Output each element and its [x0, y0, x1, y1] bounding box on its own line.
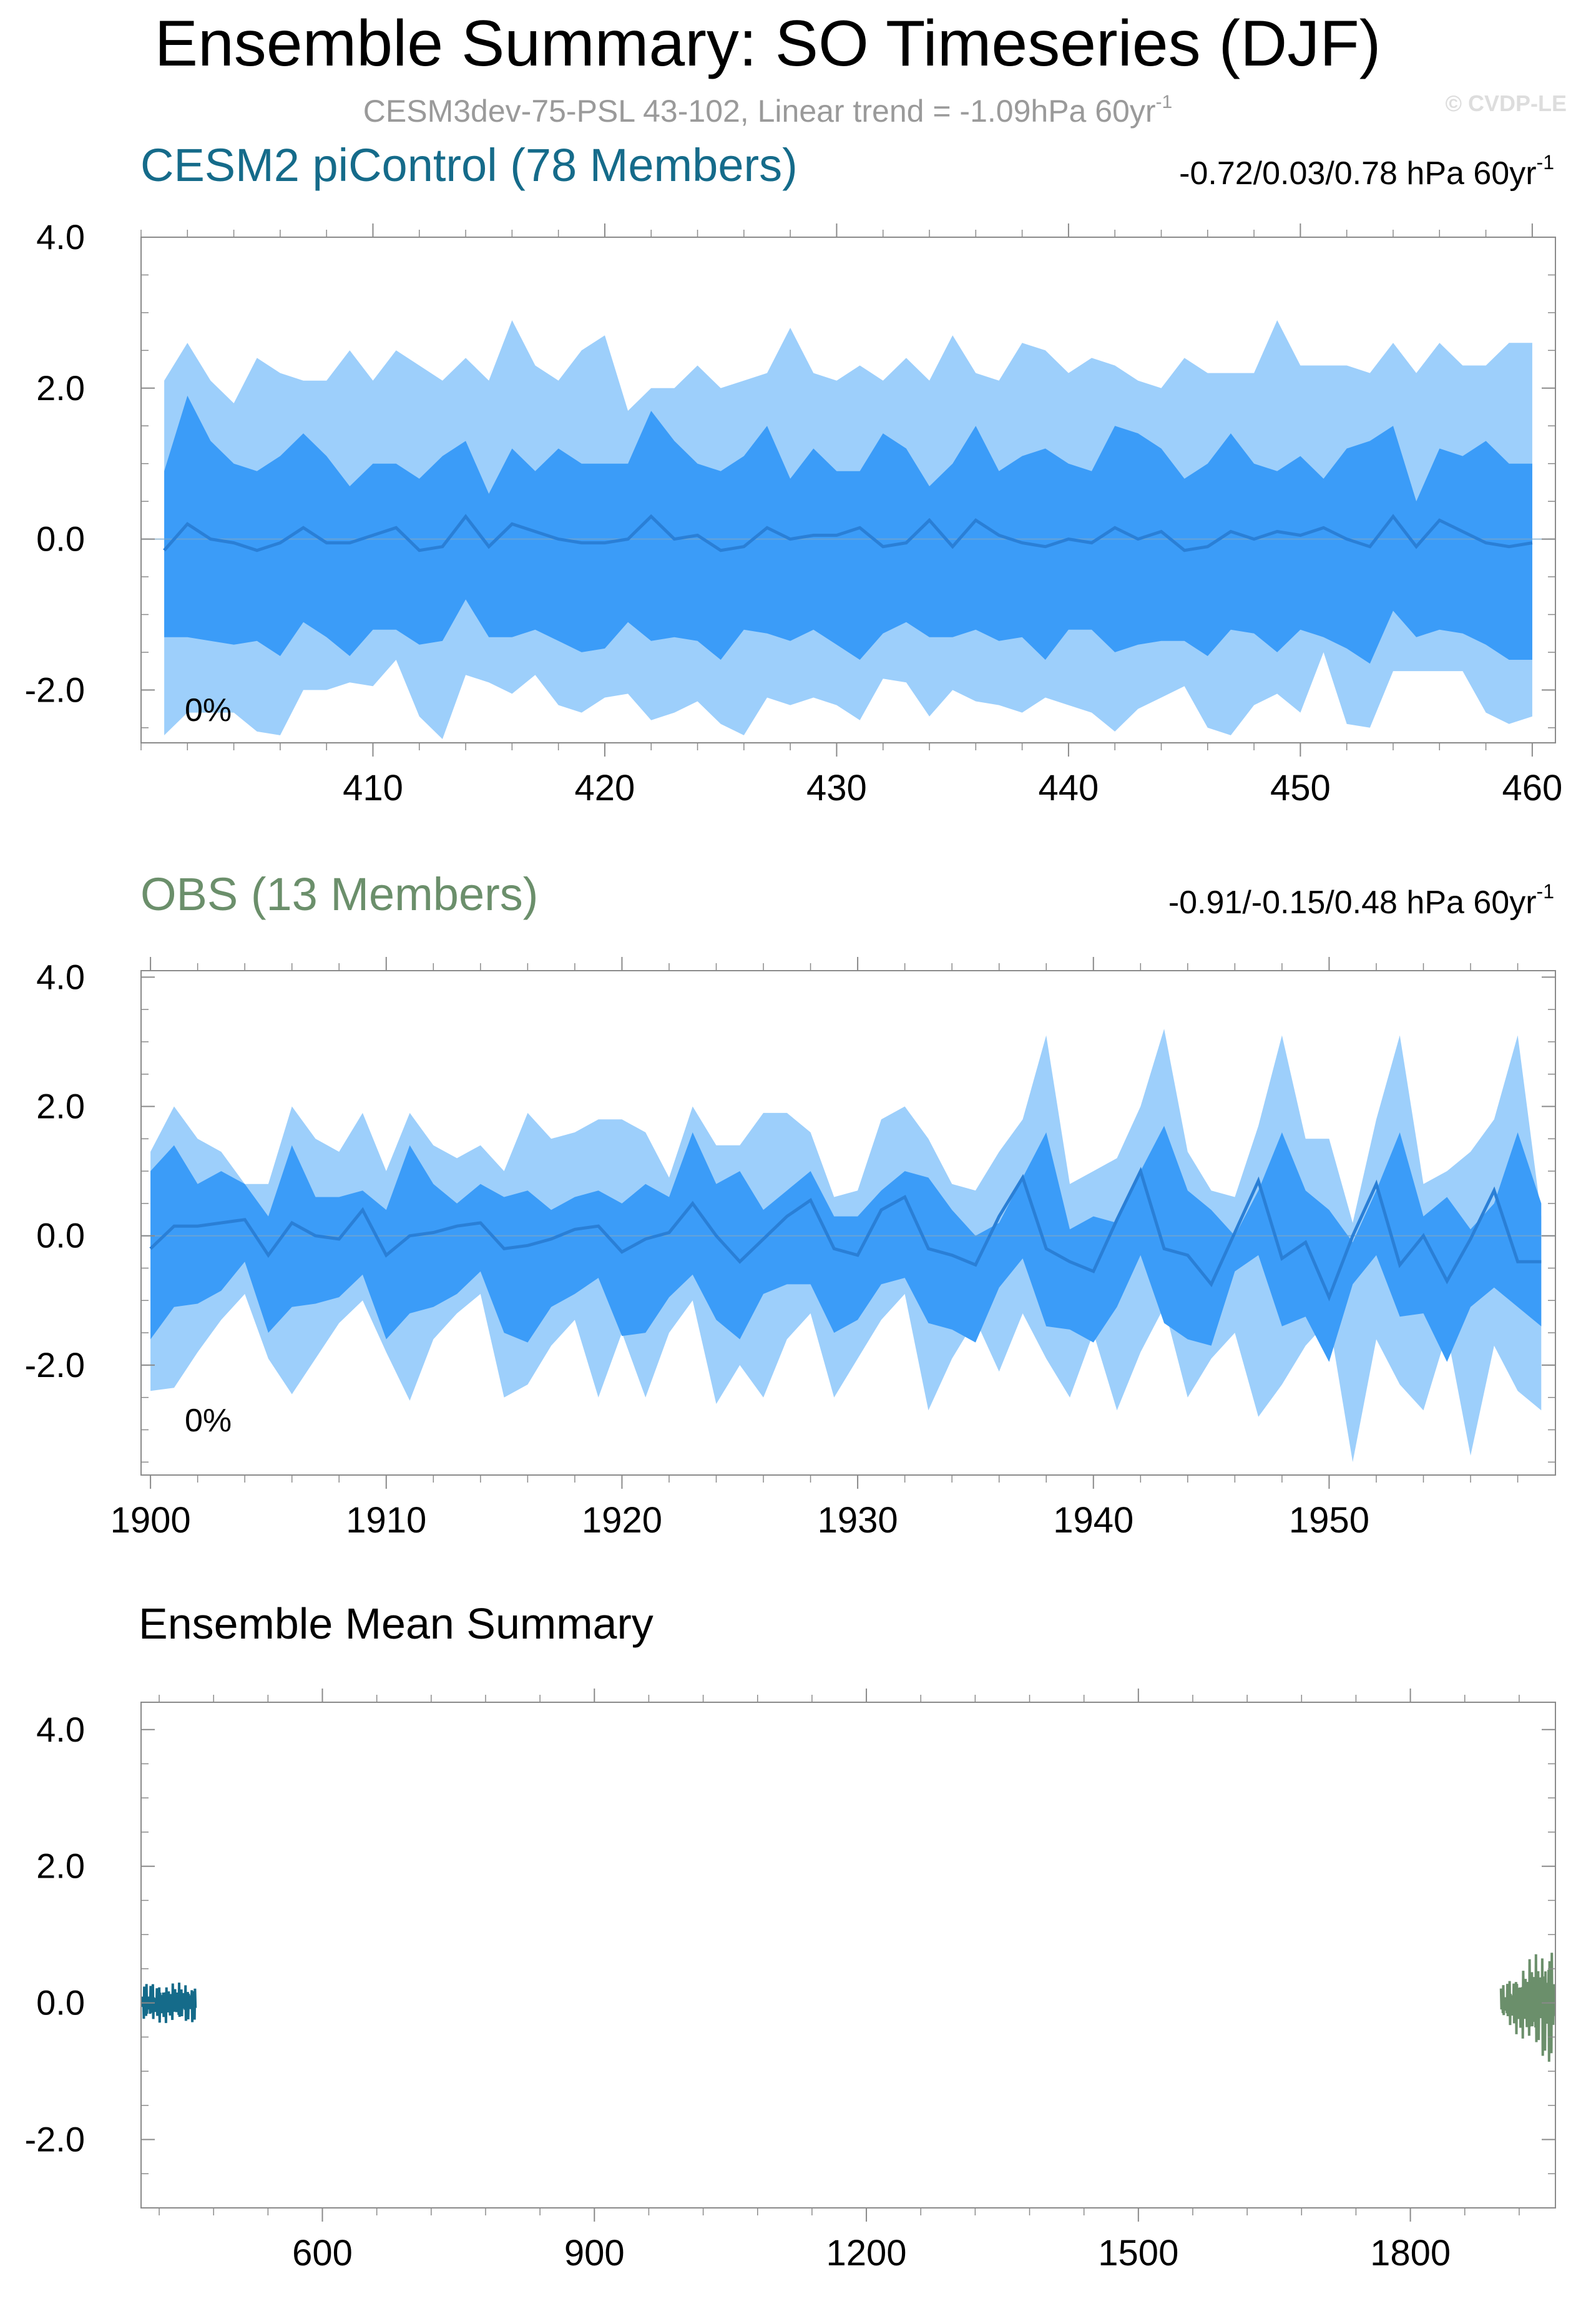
- panel2-frame: [140, 970, 1556, 1476]
- panel3-ytick-label: 2.0: [36, 1846, 85, 1886]
- panel2-xtick-label: 1920: [582, 1500, 662, 1541]
- panel3-xtick-label: 1800: [1370, 2233, 1451, 2273]
- panel3-series-cesm2-line: [140, 1983, 197, 2023]
- panel2-xtick-label: 1900: [110, 1500, 191, 1541]
- watermark: © CVDP-LE: [1445, 91, 1567, 116]
- panel3-xtick-label: 1500: [1098, 2233, 1178, 2273]
- subtitle-text: CESM3dev-75-PSL 43-102, Linear trend = -…: [363, 94, 1156, 129]
- panel1-xtick-label: 450: [1270, 768, 1331, 808]
- panel1-xtick-label: 430: [806, 768, 867, 808]
- panel1-xtick-label: 460: [1502, 768, 1562, 808]
- panel2-inner-band: [150, 1125, 1542, 1362]
- panel2-xtick-label: 1940: [1053, 1500, 1133, 1541]
- panel3-ytick-label: 4.0: [36, 1710, 85, 1749]
- panel2-xtick-label: 1950: [1289, 1500, 1369, 1541]
- panel1-xtick-label: 420: [575, 768, 635, 808]
- panel2-trend-text: -0.91/-0.15/0.48 hPa 60yr-1: [1168, 880, 1554, 921]
- panel2-plot: 0% 4.0 2.0 0.0 -2.0 1900 1910 1920 1930 1940 1950: [25, 957, 1556, 1541]
- panel1-mean-line: [163, 514, 1533, 552]
- panel3-title: Ensemble Mean Summary: [139, 1599, 654, 1648]
- panel2-title: OBS (13 Members): [140, 868, 538, 920]
- panel1-trend-text: -0.72/0.03/0.78 hPa 60yr-1: [1179, 151, 1554, 192]
- panel1-percent-label: 0%: [185, 692, 232, 728]
- panel2-xtick-label: 1930: [818, 1500, 898, 1541]
- figure-subtitle: CESM3dev-75-PSL 43-102, Linear trend = -…: [363, 92, 1172, 129]
- panel2-mean-line: [149, 1167, 1542, 1302]
- panel3-xtick-label: 1200: [826, 2233, 907, 2273]
- panel3-ytick-label: -2.0: [25, 2120, 86, 2159]
- panel1-ytick-label: 2.0: [36, 368, 85, 408]
- panel1-xtick-label: 410: [343, 768, 403, 808]
- panel1-ytick-label: 0.0: [36, 519, 85, 559]
- panel3-ytick-label: 0.0: [36, 1983, 85, 2022]
- panel2-ytick-label: 0.0: [36, 1216, 85, 1255]
- subtitle-superscript: -1: [1156, 92, 1173, 112]
- panel2-trend-value: -0.91/-0.15/0.48 hPa 60yr: [1168, 885, 1537, 921]
- panel2-percent-label: 0%: [185, 1403, 232, 1439]
- panel3-series-obs-line: [1499, 1953, 1556, 2062]
- panel1-plot: 0% 4.0 2.0 0.0 -2.0 410 420 430 440 450 460: [25, 217, 1563, 808]
- panel2-ytick-label: -2.0: [25, 1345, 86, 1385]
- panel1-title: CESM2 piControl (78 Members): [140, 139, 798, 191]
- panel1-xtick-label: 440: [1039, 768, 1099, 808]
- panel3-xtick-label: 600: [292, 2233, 353, 2273]
- panel3-frame: [140, 1702, 1556, 2209]
- panel1-ytick-label: -2.0: [25, 670, 86, 709]
- panel1-trend-superscript: -1: [1537, 151, 1554, 174]
- panel2-ytick-label: 4.0: [36, 957, 85, 996]
- panel2-trend-superscript: -1: [1537, 880, 1554, 903]
- panel1-ytick-label: 4.0: [36, 217, 85, 257]
- panel1-frame: [140, 237, 1556, 743]
- panel1-inner-band: [164, 395, 1532, 664]
- panel1-trend-value: -0.72/0.03/0.78 hPa 60yr: [1179, 155, 1536, 192]
- panel3-xtick-label: 900: [564, 2233, 625, 2273]
- panel3-plot: 4.0 2.0 0.0 -2.0 600 900 1200 1500 1800: [25, 1689, 1556, 2273]
- panel2-ytick-label: 2.0: [36, 1087, 85, 1126]
- panel2-xtick-label: 1910: [346, 1500, 426, 1541]
- figure-title: Ensemble Summary: SO Timeseries (DJF): [155, 7, 1381, 80]
